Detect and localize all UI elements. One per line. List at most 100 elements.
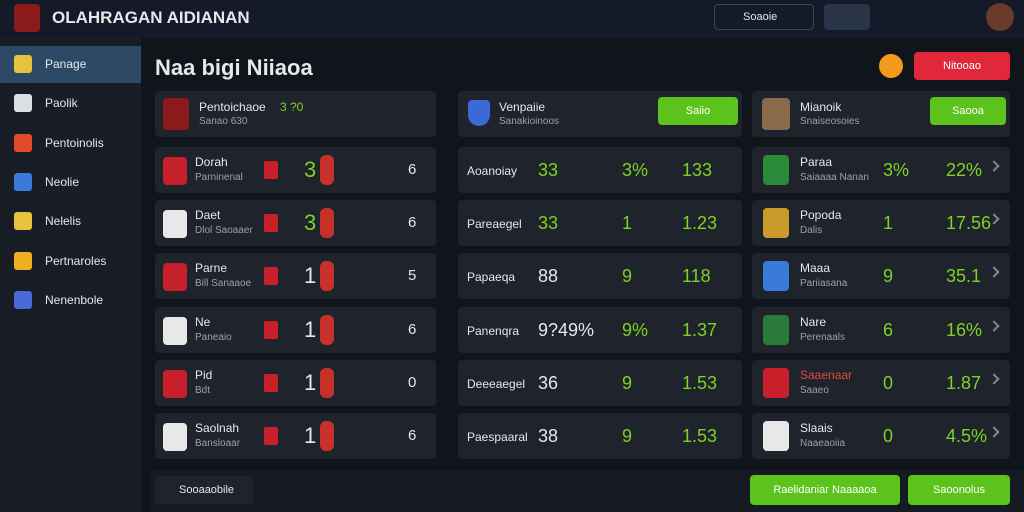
action-button[interactable]: Nitooao [914,52,1010,80]
stats-row[interactable] [458,200,742,247]
sidebar-icon [14,94,32,113]
player-figure [320,261,334,292]
player-crest [763,261,789,292]
player-sub: Perenaals [800,331,846,343]
team-count: 6 [408,427,417,444]
stats-value: 3% [622,160,649,180]
alert-icon[interactable] [879,54,903,78]
team-name: Dorah [195,155,228,169]
team-kit [264,427,278,445]
stats-value: 33 [538,213,559,234]
team-kit [264,373,278,392]
player-value: 1.87 [946,372,982,393]
team-count: 5 [408,267,417,285]
team-row[interactable] [155,306,436,353]
team-crest [163,210,187,239]
sidebar-icon [14,133,32,152]
stats-row[interactable] [458,147,742,193]
stats-value: 9?49% [538,319,595,340]
team-kit [264,320,278,339]
player-value: 17.56 [946,213,992,234]
sidebar-item[interactable]: Pentoinolis [45,135,104,150]
stats-value: 118 [682,266,711,287]
sidebar-item[interactable]: Nenenbole [45,292,104,307]
stats-value: 33 [538,160,559,180]
player-value: 1 [883,213,894,234]
avatar[interactable] [986,3,1014,31]
player-crest [763,367,789,398]
stats-row[interactable] [458,413,742,459]
team-kit [264,267,278,286]
player-sub: Naaeaoiia [800,438,846,449]
team-row[interactable] [155,253,436,300]
stats-value: 36 [538,372,559,393]
team-kit [264,161,278,179]
player-crest [763,155,789,185]
team-row[interactable] [155,359,436,406]
team-header-name: Pentoichaoe [199,100,266,114]
player-value: 3% [883,160,910,180]
sidebar-item[interactable]: Paolik [45,96,78,111]
player-name: Slaais [800,421,833,435]
player-name: Paraa [800,155,833,169]
footer-filter[interactable]: Sooaaobile [155,476,253,504]
player-value: 22% [946,160,983,180]
team-row[interactable] [155,413,436,459]
player-row[interactable] [752,200,1010,247]
stats-row[interactable] [458,306,742,353]
stats-header-sub: Sanakioinoos [499,116,560,127]
sidebar-item[interactable]: Neolie [45,174,80,189]
team-score: 1 [304,423,317,448]
team-score: 3 [304,210,317,236]
sidebar [0,38,141,512]
team-crest [163,98,189,130]
player-sub: Saaeo [800,384,829,396]
player-name: Nare [800,314,827,329]
stats-row[interactable] [458,253,742,300]
page-title: Naa bigi Niiaoa [155,55,313,80]
team-sub: Bansloaar [195,438,241,449]
team-score: 1 [304,263,317,289]
team-score: 1 [304,316,317,342]
team-row[interactable] [155,147,436,193]
stats-value: 1.53 [682,372,718,393]
stats-label: Pareaegel [467,217,522,232]
stats-label: Papaeqa [467,270,516,285]
player-button[interactable]: Saooa [930,97,1006,125]
sidebar-item[interactable]: Nelelis [45,214,82,229]
player-figure [320,367,334,398]
team-crest [163,423,187,451]
stats-label: Deeeaegel [467,376,526,391]
secondary-button[interactable]: Saoonolus [908,475,1010,505]
player-figure [320,421,334,451]
player-name: Popoda [800,208,842,223]
player-figure [320,155,334,185]
search[interactable]: Soaoie [714,4,814,30]
sidebar-icon [14,251,32,270]
team-row[interactable] [155,200,436,247]
sidebar-item[interactable]: Panage [45,57,87,71]
team-crest [163,369,187,398]
player-row[interactable] [752,413,1010,459]
player-value: 4.5% [946,426,988,446]
team-crest [163,263,187,292]
stats-button[interactable]: Saiio [658,97,738,125]
stats-row[interactable] [458,359,742,406]
primary-button[interactable]: Raelidaniar Naaaaoa [750,475,900,505]
team-name: Saolnah [195,421,240,435]
search-button[interactable] [824,4,870,30]
sidebar-item[interactable]: Pertnaroles [45,253,107,268]
player-value: 16% [946,319,983,340]
player-row[interactable] [752,306,1010,353]
player-row[interactable] [752,253,1010,300]
team-score: 1 [304,369,317,395]
player-value: 6 [883,319,894,340]
team-kit [264,214,278,233]
player-row[interactable] [752,359,1010,406]
player-row[interactable] [752,147,1010,193]
logo [14,4,40,32]
team-header-sub: Sanao 630 [199,116,248,127]
stats-value: 1.37 [682,319,718,340]
team-sub: Bdt [195,384,211,396]
